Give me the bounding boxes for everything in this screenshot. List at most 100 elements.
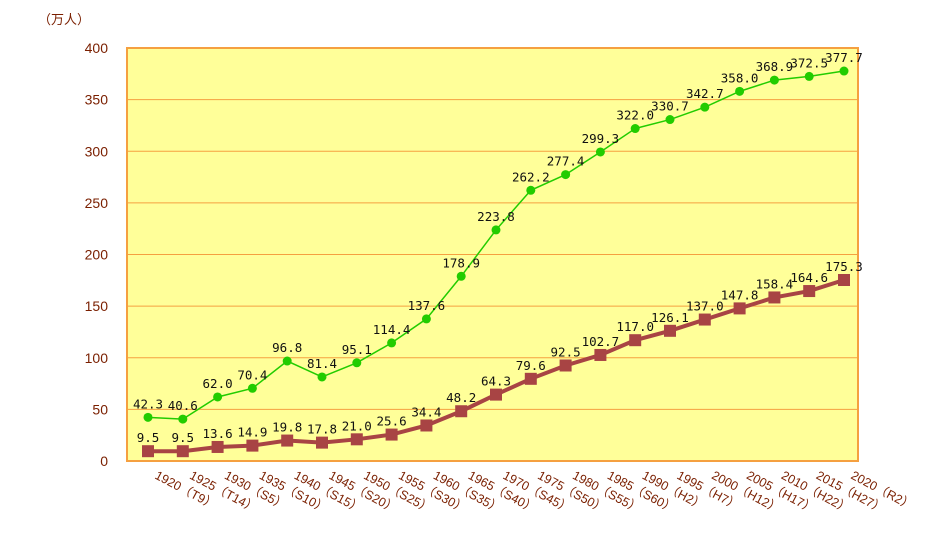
- data-point: [282, 356, 292, 366]
- data-point: [456, 271, 466, 281]
- data-point: [455, 405, 468, 418]
- data-point: [247, 383, 257, 393]
- data-point: [213, 392, 223, 402]
- data-label: 81.4: [307, 356, 337, 371]
- data-label: 322.0: [616, 108, 654, 123]
- data-point: [142, 445, 154, 458]
- data-point: [733, 302, 746, 315]
- data-point: [490, 388, 502, 401]
- data-point: [526, 185, 536, 195]
- data-label: 223.8: [477, 209, 515, 224]
- data-point: [387, 338, 397, 348]
- y-tick-label: 300: [85, 143, 109, 159]
- y-tick-label: 100: [85, 350, 109, 366]
- data-point: [524, 372, 537, 385]
- data-point: [561, 170, 571, 180]
- data-label: 17.8: [307, 422, 337, 437]
- y-tick-label: 400: [85, 40, 109, 56]
- data-label: 137.6: [408, 298, 446, 313]
- data-label: 70.4: [237, 367, 267, 382]
- data-point: [281, 434, 294, 447]
- data-point: [700, 102, 710, 112]
- data-label: 96.8: [272, 340, 302, 355]
- data-label: 299.3: [582, 131, 620, 146]
- data-label: 262.2: [512, 169, 550, 184]
- data-label: 175.3: [825, 259, 863, 274]
- data-label: 368.9: [756, 59, 794, 74]
- data-label: 342.7: [686, 86, 724, 101]
- data-point: [595, 147, 605, 157]
- data-point: [385, 428, 398, 441]
- data-label: 13.6: [203, 426, 233, 441]
- data-label: 330.7: [651, 99, 689, 114]
- data-point: [768, 291, 781, 304]
- data-label: 158.4: [756, 276, 794, 291]
- y-tick-label: 250: [85, 195, 109, 211]
- data-point: [838, 274, 850, 287]
- data-point: [420, 419, 433, 432]
- data-label: 42.3: [133, 396, 163, 411]
- data-label: 126.1: [651, 310, 689, 325]
- data-point: [178, 414, 188, 424]
- data-point: [629, 334, 642, 347]
- y-tick-label: 0: [100, 453, 108, 469]
- data-label: 92.5: [551, 344, 581, 359]
- data-label: 21.0: [342, 418, 372, 433]
- data-label: 178.9: [442, 255, 480, 270]
- data-point: [143, 412, 153, 422]
- data-point: [246, 439, 259, 452]
- series-lower: 9.5 9.5 13.6 14.9 19.8 17.8 21.0 25.6 34.4 48.2 64…: [137, 259, 863, 458]
- data-point: [664, 324, 676, 337]
- data-label: 137.0: [686, 299, 724, 314]
- data-point: [665, 115, 675, 125]
- data-label: 25.6: [377, 414, 407, 429]
- data-label: 95.1: [342, 342, 372, 357]
- data-point: [630, 124, 640, 134]
- data-label: 358.0: [721, 70, 759, 85]
- data-point: [594, 348, 607, 361]
- data-label: 62.0: [203, 376, 233, 391]
- data-label: 102.7: [582, 334, 620, 349]
- data-point: [803, 285, 816, 298]
- data-label: 34.4: [411, 404, 441, 419]
- data-point: [211, 440, 224, 453]
- y-tick-label: 350: [85, 92, 109, 108]
- data-label: 114.4: [373, 322, 411, 337]
- x-axis-ticks: 1920（T9）1925（T14）1930（S5）1935（S10）1940（S…: [153, 468, 916, 516]
- y-tick-label: 50: [92, 401, 108, 417]
- data-point: [316, 436, 328, 449]
- data-point: [804, 71, 814, 81]
- data-point: [350, 433, 363, 446]
- data-label: 40.6: [168, 398, 198, 413]
- y-axis-ticks: 0 50 100 150 200 250 300 350 400: [85, 40, 109, 469]
- data-label: 377.7: [825, 50, 863, 65]
- data-point: [559, 359, 572, 372]
- data-point: [421, 314, 431, 324]
- data-label: 64.3: [481, 374, 511, 389]
- data-label: 277.4: [547, 154, 585, 169]
- data-label: 9.5: [172, 430, 195, 445]
- data-point: [698, 313, 711, 326]
- y-tick-label: 150: [85, 298, 109, 314]
- data-label: 79.6: [516, 358, 546, 373]
- data-point: [176, 445, 189, 458]
- data-label: 19.8: [272, 420, 302, 435]
- data-label: 9.5: [137, 430, 160, 445]
- data-label: 14.9: [237, 425, 267, 440]
- data-point: [317, 372, 327, 382]
- y-axis-unit-label: （万人）: [38, 13, 90, 28]
- y-tick-label: 200: [85, 247, 109, 263]
- data-point: [735, 86, 745, 96]
- data-label: 164.6: [790, 270, 828, 285]
- data-point: [839, 66, 849, 76]
- data-label: 117.0: [616, 319, 654, 334]
- data-label: 147.8: [721, 287, 759, 302]
- data-point: [769, 75, 779, 85]
- data-point: [491, 225, 501, 235]
- data-label: 48.2: [446, 390, 476, 405]
- data-label: 372.5: [790, 55, 828, 70]
- data-point: [352, 358, 362, 368]
